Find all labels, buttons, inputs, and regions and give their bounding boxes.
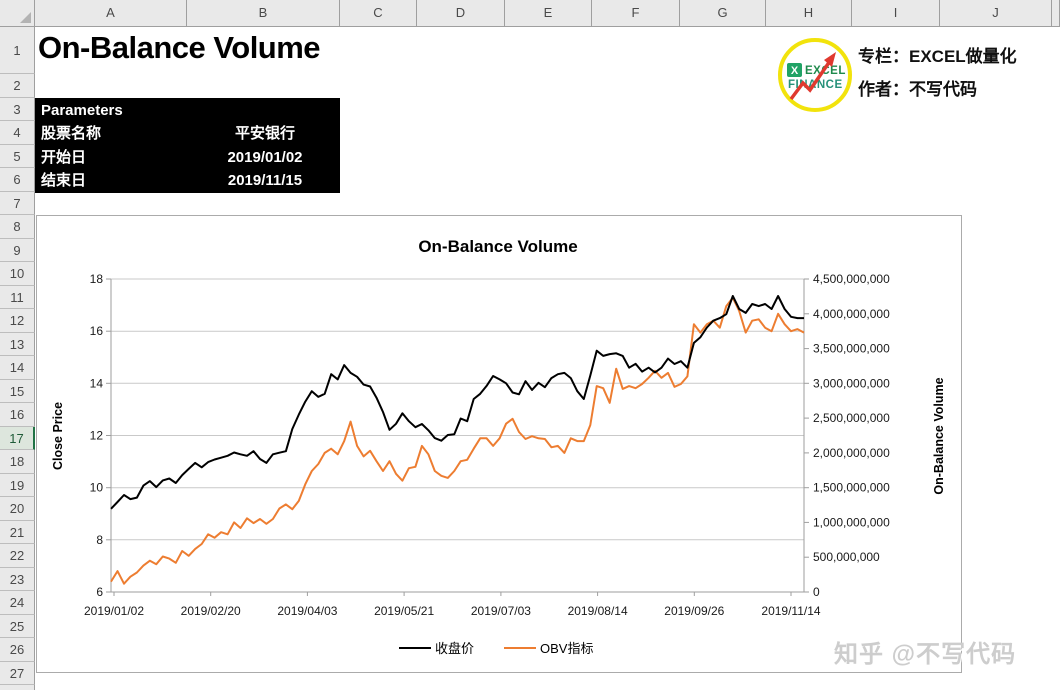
row-header-21[interactable]: 21 [0, 520, 35, 544]
x-axis-tick-label: 2019/02/20 [181, 604, 241, 618]
left-axis-tick-label: 12 [90, 429, 104, 443]
row-header-8[interactable]: 8 [0, 215, 35, 239]
param-row-end-date: 结束日 2019/11/15 [35, 169, 340, 193]
x-axis-tick-label: 2019/09/26 [664, 604, 724, 618]
column-header-I[interactable]: I [852, 0, 940, 27]
param-label-end-date: 结束日 [41, 172, 87, 189]
row-header-1[interactable]: 1 [0, 27, 35, 74]
x-axis-tick-label: 2019/08/14 [568, 604, 628, 618]
right-axis-title: On-Balance Volume [932, 377, 946, 494]
column-header-E[interactable]: E [505, 0, 592, 27]
right-axis-tick-label: 4,500,000,000 [813, 272, 890, 286]
left-axis-tick-label: 16 [90, 324, 104, 338]
x-axis-tick-label: 2019/04/03 [277, 604, 337, 618]
row-header-18[interactable]: 18 [0, 450, 35, 474]
right-axis-tick-label: 2,500,000,000 [813, 411, 890, 425]
right-axis-tick-label: 4,000,000,000 [813, 307, 890, 321]
excel-finance-logo: X EXCEL FINANCE [778, 38, 852, 112]
row-header-22[interactable]: 22 [0, 544, 35, 568]
param-value-stock[interactable]: 平安银行 [234, 125, 295, 142]
row-header-20[interactable]: 20 [0, 497, 35, 521]
row-header-9[interactable]: 9 [0, 238, 35, 262]
legend-close-price-label[interactable]: 收盘价 [435, 641, 474, 656]
right-axis-tick-label: 1,000,000,000 [813, 515, 890, 529]
row-header-2[interactable]: 2 [0, 74, 35, 98]
column-header-D[interactable]: D [417, 0, 505, 27]
x-axis-tick-label: 2019/11/14 [761, 604, 820, 618]
row-header-23[interactable]: 23 [0, 567, 35, 591]
right-axis-tick-label: 500,000,000 [813, 550, 880, 564]
column-header-H[interactable]: H [766, 0, 852, 27]
close-price-line-series [110, 295, 804, 510]
left-axis-tick-label: 14 [90, 376, 104, 390]
watermark: 知乎 @不写代码 [834, 641, 1017, 668]
column-header-A[interactable]: A [35, 0, 187, 27]
page-title: On-Balance Volume [38, 30, 321, 65]
row-header-25[interactable]: 25 [0, 614, 35, 638]
legend-obv-label[interactable]: OBV指标 [540, 641, 593, 656]
column-header-J[interactable]: J [940, 0, 1052, 27]
row-header-4[interactable]: 4 [0, 121, 35, 145]
row-header-14[interactable]: 14 [0, 356, 35, 380]
svg-text:X: X [791, 65, 799, 77]
author-label: 作者：不写代码 [858, 80, 977, 99]
chart-title: On-Balance Volume [418, 237, 577, 256]
left-axis-tick-label: 6 [96, 585, 103, 599]
column-header-F[interactable]: F [592, 0, 680, 27]
obv-chart[interactable]: 18 16 14 12 10 8 6 4,500,000,000 4,000,000,000 3,… [36, 215, 962, 673]
x-axis-tick-label: 2019/07/03 [471, 604, 531, 618]
right-axis-tick-label: 3,500,000,000 [813, 342, 890, 356]
row-header-12[interactable]: 12 [0, 309, 35, 333]
right-axis-tick-label: 1,500,000,000 [813, 481, 890, 495]
row-header-24[interactable]: 24 [0, 591, 35, 615]
parameters-heading: Parameters [41, 102, 123, 119]
row-header-16[interactable]: 16 [0, 403, 35, 427]
column-label: 专栏：EXCEL做量化 [858, 47, 1017, 66]
left-axis-title: Close Price [51, 402, 65, 470]
right-axis-tick-label: 3,000,000,000 [813, 376, 890, 390]
row-header-27[interactable]: 27 [0, 661, 35, 685]
row-header-17[interactable]: 17 [0, 426, 35, 450]
right-axis-tick-label: 0 [813, 585, 820, 599]
row-header-6[interactable]: 6 [0, 168, 35, 192]
param-row-stock: 股票名称 平安银行 [35, 122, 340, 146]
x-axis-tick-label: 2019/05/21 [374, 604, 434, 618]
column-header-B[interactable]: B [187, 0, 340, 27]
param-value-start-date[interactable]: 2019/01/02 [227, 148, 303, 166]
left-axis-tick-label: 8 [96, 533, 103, 547]
column-header-partial [1052, 0, 1060, 27]
left-axis-tick-label: 10 [90, 481, 104, 495]
obv-line-series [110, 296, 805, 585]
left-axis-tick-label: 18 [90, 272, 104, 286]
param-row-start-date: 开始日 2019/01/02 [35, 146, 340, 170]
right-axis-tick-label: 2,000,000,000 [813, 446, 890, 460]
row-header-5[interactable]: 5 [0, 144, 35, 168]
row-header-3[interactable]: 3 [0, 97, 35, 121]
x-axis-tick-label: 2019/01/02 [84, 604, 144, 618]
column-header-G[interactable]: G [680, 0, 766, 27]
row-header-7[interactable]: 7 [0, 191, 35, 215]
row-header-11[interactable]: 11 [0, 285, 35, 309]
row-header-15[interactable]: 15 [0, 379, 35, 403]
excel-app-icon [787, 63, 802, 77]
param-label-start-date: 开始日 [41, 148, 87, 166]
row-header-13[interactable]: 13 [0, 332, 35, 356]
column-header-C[interactable]: C [340, 0, 417, 27]
parameters-panel: Parameters 股票名称 平安银行 开始日 2019/01/02 结束日 … [35, 98, 340, 193]
param-label-stock: 股票名称 [41, 125, 102, 142]
row-header-28[interactable]: 28 [0, 685, 35, 690]
select-all-corner[interactable] [0, 0, 35, 27]
rising-arrow-icon [789, 60, 832, 101]
param-value-end-date[interactable]: 2019/11/15 [227, 172, 303, 189]
chart-legend: 收盘价 OBV指标 [399, 641, 593, 656]
row-header-10[interactable]: 10 [0, 262, 35, 286]
row-header-19[interactable]: 19 [0, 473, 35, 497]
row-header-26[interactable]: 26 [0, 638, 35, 662]
